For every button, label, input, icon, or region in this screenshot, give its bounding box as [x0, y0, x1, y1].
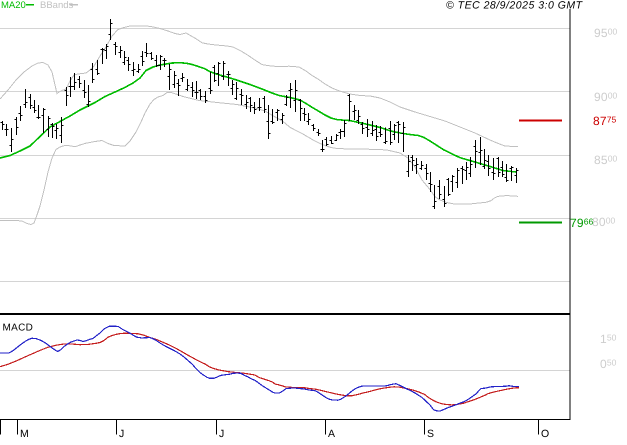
svg-text:O: O	[541, 428, 549, 440]
svg-text:MACD: MACD	[3, 323, 34, 334]
svg-text:M: M	[20, 428, 29, 440]
svg-text:MA20: MA20	[1, 0, 26, 11]
svg-text:A: A	[328, 428, 335, 440]
svg-text:J: J	[219, 428, 224, 440]
svg-text:BBands: BBands	[40, 0, 74, 11]
svg-text:S: S	[427, 428, 434, 440]
svg-text:J: J	[119, 428, 124, 440]
svg-text:© TEC 28/9/2025 3:0 GMT: © TEC 28/9/2025 3:0 GMT	[446, 0, 584, 12]
